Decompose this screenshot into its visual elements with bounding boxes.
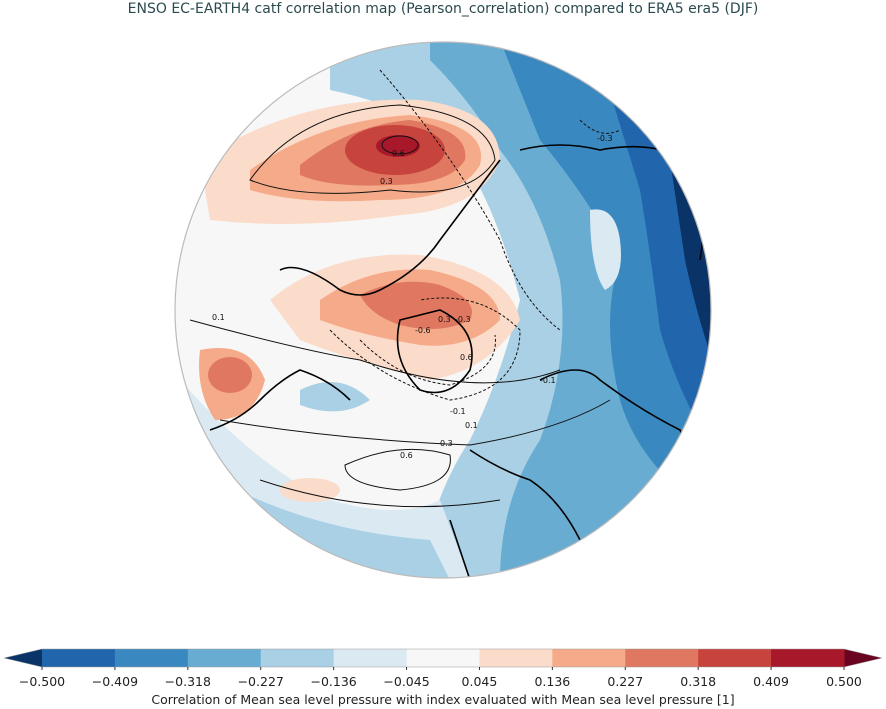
positive-region-southwest-core [208, 357, 252, 393]
contour-label: 0.6 [400, 451, 413, 460]
negative-patch-atlantic [300, 382, 370, 412]
contour-label: 0.3 [440, 439, 453, 448]
positive-patch-pacific-south [280, 478, 340, 502]
colorbar-segment [187, 649, 262, 667]
colorbar-segment [260, 649, 335, 667]
colorbar [3, 648, 883, 670]
colorbar-extend-under [4, 649, 42, 667]
colorbar-tick-label: −0.227 [237, 674, 284, 689]
colorbar-tick-label: −0.318 [164, 674, 211, 689]
colorbar-segment [406, 649, 480, 667]
contour-label: -0.3 [455, 315, 471, 324]
colorbar-tick-label: 0.409 [753, 674, 789, 689]
contour-lines [189, 69, 621, 508]
contour-labels: 0.6 0.3 -0.3 0.1 -0.1 -0.6 0.6 0.3 -0.3 … [212, 134, 613, 460]
colorbar-segment [698, 649, 772, 667]
colorbar-tick-label: 0.045 [461, 674, 498, 689]
colorbar-tick-label: −0.409 [91, 674, 139, 689]
contour-label: 0.3 [438, 315, 451, 324]
colorbar-tick-label: 0.318 [680, 674, 717, 689]
positive-region-arctic-strong [360, 281, 472, 329]
colorbar-tick-label: −0.500 [18, 674, 66, 689]
colorbar-segment [114, 649, 189, 667]
contour-label: -0.6 [415, 326, 431, 335]
colorbar-extend-over [844, 649, 882, 667]
colorbar-segment [771, 649, 845, 667]
contour-label: 0.6 [460, 353, 473, 362]
contour-label: -0.1 [540, 376, 556, 385]
polar-map: 0.6 0.3 -0.3 0.1 -0.1 -0.6 0.6 0.3 -0.3 … [174, 41, 712, 579]
colorbar-segment [42, 649, 116, 667]
colorbar-segment [479, 649, 553, 667]
map-boundary [174, 41, 712, 579]
colorbar-segment [552, 649, 626, 667]
colorbar-tick-label: 0.136 [534, 674, 571, 689]
colorbar-tick-label: 0.500 [826, 674, 862, 689]
contour-label: 0.1 [465, 421, 478, 430]
colorbar-tick-label: −0.136 [310, 674, 357, 689]
colorbar-segment [625, 649, 699, 667]
contour-label: 0.1 [212, 313, 225, 322]
contour-label: 0.6 [392, 149, 405, 158]
colorbar-tick-label: −0.045 [383, 674, 430, 689]
plot-title: ENSO EC-EARTH4 catf correlation map (Pea… [127, 1, 759, 17]
contour-label: -0.3 [597, 134, 613, 143]
colorbar-segment [333, 649, 408, 667]
colorbar-tick-label: 0.227 [607, 674, 644, 689]
contour-label: -0.1 [450, 407, 466, 416]
colorbar-label: Correlation of Mean sea level pressure w… [151, 692, 735, 707]
positive-lobe-scandinavia [590, 209, 621, 290]
contour-label: 0.3 [380, 177, 393, 186]
